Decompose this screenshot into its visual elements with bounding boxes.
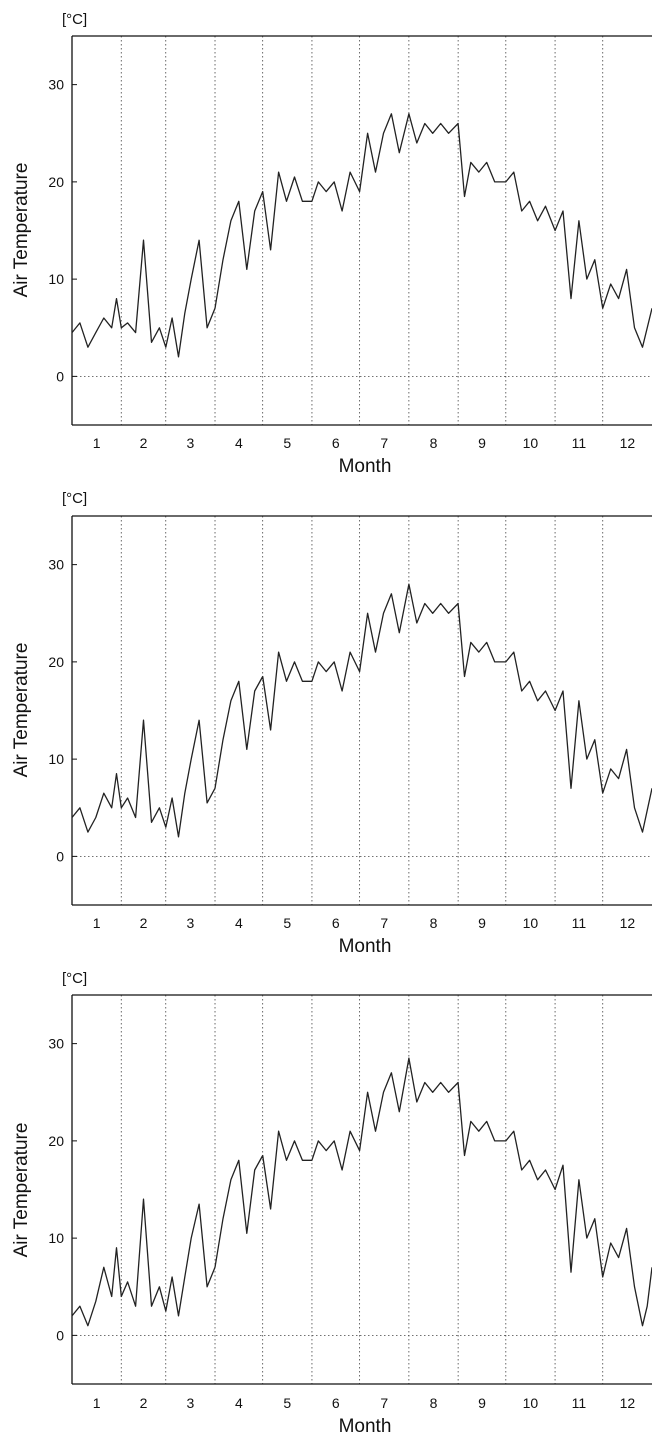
x-tick-label: 12 bbox=[620, 435, 636, 451]
unit-label: [°C] bbox=[62, 490, 87, 507]
x-tick-label: 2 bbox=[140, 1395, 148, 1411]
x-tick-label: 9 bbox=[478, 1395, 486, 1411]
y-axis-label: Air Temperature bbox=[11, 1123, 32, 1258]
x-tick-label: 5 bbox=[283, 1395, 291, 1411]
x-axis-label: Month bbox=[339, 1416, 392, 1435]
x-tick-label: 4 bbox=[235, 435, 243, 451]
x-tick-label: 2 bbox=[140, 915, 148, 931]
x-tick-label: 3 bbox=[186, 435, 194, 451]
x-tick-label: 4 bbox=[235, 915, 243, 931]
x-tick-label: 1 bbox=[93, 435, 101, 451]
x-tick-label: 7 bbox=[380, 915, 388, 931]
x-tick-label: 8 bbox=[430, 915, 438, 931]
unit-label: [°C] bbox=[62, 11, 87, 28]
y-tick-label: 0 bbox=[56, 1327, 64, 1343]
x-tick-label: 9 bbox=[478, 915, 486, 931]
x-tick-label: 12 bbox=[620, 1395, 636, 1411]
x-tick-label: 10 bbox=[523, 1395, 539, 1411]
x-tick-label: 8 bbox=[430, 1395, 438, 1411]
x-tick-label: 3 bbox=[186, 1395, 194, 1411]
y-tick-label: 0 bbox=[56, 368, 64, 384]
x-tick-label: 4 bbox=[235, 1395, 243, 1411]
x-tick-label: 10 bbox=[523, 435, 539, 451]
x-tick-label: 9 bbox=[478, 435, 486, 451]
y-tick-label: 30 bbox=[48, 1036, 64, 1052]
x-axis-label: Month bbox=[339, 936, 392, 957]
x-tick-label: 7 bbox=[380, 435, 388, 451]
y-tick-label: 20 bbox=[48, 654, 64, 670]
x-tick-label: 6 bbox=[332, 435, 340, 451]
y-tick-label: 10 bbox=[48, 751, 64, 767]
x-tick-label: 3 bbox=[186, 915, 194, 931]
x-tick-label: 5 bbox=[283, 435, 291, 451]
x-tick-label: 8 bbox=[430, 435, 438, 451]
x-tick-label: 7 bbox=[380, 1395, 388, 1411]
x-tick-label: 5 bbox=[283, 915, 291, 931]
x-tick-label: 11 bbox=[572, 915, 587, 931]
temperature-series-line bbox=[71, 583, 652, 838]
x-tick-label: 11 bbox=[572, 1395, 587, 1411]
x-tick-label: 11 bbox=[572, 435, 587, 451]
x-tick-label: 1 bbox=[93, 915, 101, 931]
y-tick-label: 0 bbox=[56, 848, 64, 864]
y-tick-label: 30 bbox=[48, 77, 64, 93]
y-axis-label: Air Temperature bbox=[11, 163, 32, 298]
y-tick-label: 10 bbox=[48, 271, 64, 287]
x-tick-label: 2 bbox=[140, 435, 148, 451]
y-axis-label: Air Temperature bbox=[11, 643, 32, 778]
x-tick-label: 1 bbox=[93, 1395, 101, 1411]
y-tick-label: 10 bbox=[48, 1230, 64, 1246]
x-tick-label: 6 bbox=[332, 1395, 340, 1411]
x-tick-label: 6 bbox=[332, 915, 340, 931]
x-tick-label: 12 bbox=[620, 915, 636, 931]
y-tick-label: 20 bbox=[48, 174, 64, 190]
temperature-series-line bbox=[71, 1057, 652, 1327]
unit-label: [°C] bbox=[62, 970, 87, 987]
y-tick-label: 20 bbox=[48, 1133, 64, 1149]
x-tick-label: 10 bbox=[523, 915, 539, 931]
x-axis-label: Month bbox=[339, 456, 392, 477]
temperature-series-line bbox=[71, 113, 652, 358]
y-tick-label: 30 bbox=[48, 557, 64, 573]
